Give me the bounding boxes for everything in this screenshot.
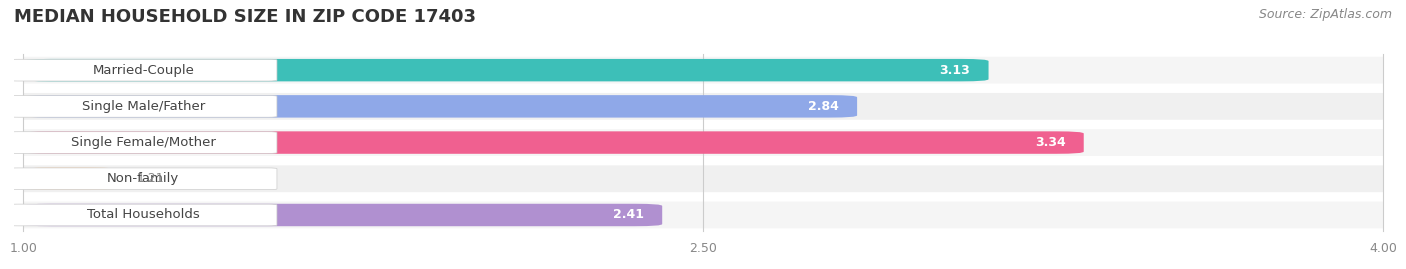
FancyBboxPatch shape [10,95,277,117]
Text: Married-Couple: Married-Couple [93,64,194,77]
Text: 1.21: 1.21 [136,172,165,185]
Text: 2.41: 2.41 [613,208,644,221]
FancyBboxPatch shape [22,57,1384,84]
Text: MEDIAN HOUSEHOLD SIZE IN ZIP CODE 17403: MEDIAN HOUSEHOLD SIZE IN ZIP CODE 17403 [14,8,477,26]
Text: 2.84: 2.84 [808,100,839,113]
FancyBboxPatch shape [22,131,1084,154]
FancyBboxPatch shape [22,129,1384,156]
FancyBboxPatch shape [10,168,277,190]
Text: Non-family: Non-family [107,172,180,185]
FancyBboxPatch shape [22,93,1384,120]
FancyBboxPatch shape [10,59,277,81]
Text: Total Households: Total Households [87,208,200,221]
FancyBboxPatch shape [22,95,858,118]
FancyBboxPatch shape [10,204,277,226]
FancyBboxPatch shape [22,168,118,190]
FancyBboxPatch shape [22,165,1384,192]
Text: 3.34: 3.34 [1035,136,1066,149]
Text: Source: ZipAtlas.com: Source: ZipAtlas.com [1258,8,1392,21]
FancyBboxPatch shape [22,201,1384,228]
Text: Single Male/Father: Single Male/Father [82,100,205,113]
FancyBboxPatch shape [22,204,662,226]
FancyBboxPatch shape [10,132,277,153]
Text: Single Female/Mother: Single Female/Mother [70,136,215,149]
Text: 3.13: 3.13 [939,64,970,77]
FancyBboxPatch shape [22,59,988,81]
